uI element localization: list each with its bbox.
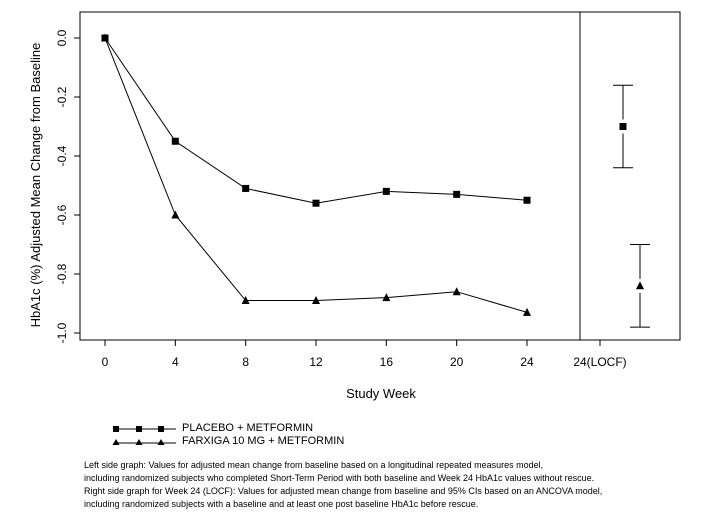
farxiga-point xyxy=(171,210,180,219)
legend-item-placebo: PLACEBO + METFORMIN xyxy=(112,422,344,435)
x-tick-label: 0 xyxy=(102,355,109,369)
legend-label: PLACEBO + METFORMIN xyxy=(182,422,314,434)
y-tick-label: -0.8 xyxy=(55,263,69,284)
farxiga-point xyxy=(241,296,250,305)
footnote-line: Right side graph for Week 24 (LOCF): Val… xyxy=(84,486,603,496)
x-tick-label: 24 xyxy=(520,355,534,369)
x-tick-label: 16 xyxy=(380,355,394,369)
y-axis-label: HbA1c (%) Adjusted Mean Change from Base… xyxy=(28,43,43,328)
placebo-point xyxy=(382,187,390,195)
farxiga-point xyxy=(382,293,391,302)
placebo-point xyxy=(242,184,250,192)
placebo-point xyxy=(453,190,461,198)
x-tick-label: 12 xyxy=(309,355,323,369)
y-tick-label: -0.2 xyxy=(55,86,69,107)
y-tick-label: -0.4 xyxy=(55,145,69,166)
series-line xyxy=(104,37,528,204)
square-marker-line-icon xyxy=(113,425,176,432)
farxiga-locf-point xyxy=(636,281,644,290)
triangle-marker-line-icon xyxy=(112,438,176,445)
placebo-point xyxy=(523,196,531,204)
x-tick-label: 20 xyxy=(450,355,464,369)
farxiga-point xyxy=(101,33,109,42)
x-tick-label: 4 xyxy=(172,355,179,369)
farxiga-point xyxy=(312,296,320,305)
legend: PLACEBO + METFORMIN FARXIGA 10 MG + METF… xyxy=(112,422,344,448)
legend-item-farxiga: FARXIGA 10 MG + METFORMIN xyxy=(112,435,344,448)
legend-label: FARXIGA 10 MG + METFORMIN xyxy=(182,435,345,447)
x-axis-label: Study Week xyxy=(346,386,416,401)
footnote-line: including randomized subjects with a bas… xyxy=(84,499,479,509)
series-line xyxy=(104,37,528,313)
footnote: Left side graph: Values for adjusted mea… xyxy=(84,459,714,511)
footnote-line: Left side graph: Values for adjusted mea… xyxy=(84,460,544,470)
y-tick-label: -0.6 xyxy=(55,204,69,225)
farxiga-point xyxy=(452,287,461,296)
y-tick-label: 0.0 xyxy=(55,29,69,46)
placebo-locf-point xyxy=(619,123,627,130)
x-tick-label: 24(LOCF) xyxy=(573,355,626,369)
footnote-line: including randomized subjects who comple… xyxy=(84,473,595,483)
farxiga-point xyxy=(523,307,531,316)
plot-frame xyxy=(79,11,681,341)
placebo-point xyxy=(171,137,179,145)
placebo-point xyxy=(312,199,320,207)
y-tick-label: -1.0 xyxy=(55,322,69,343)
x-tick-label: 8 xyxy=(242,355,249,369)
